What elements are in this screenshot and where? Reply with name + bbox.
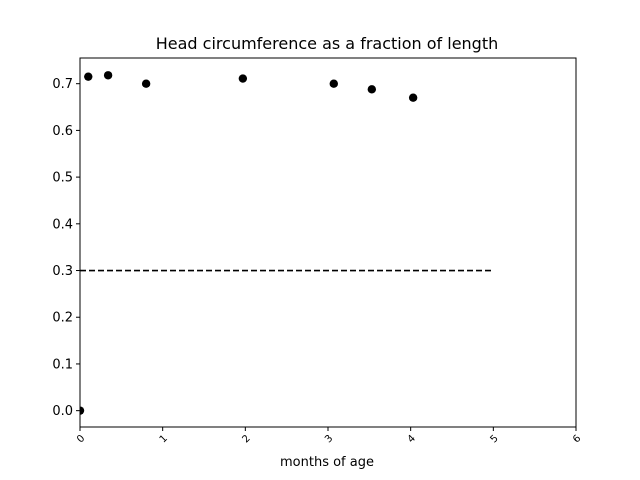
scatter-point — [329, 79, 338, 88]
x-tick-label: 0 — [75, 433, 87, 445]
scatter-point — [367, 85, 377, 94]
y-tick-label: 0.3 — [52, 264, 73, 279]
y-tick-label: 0.1 — [52, 357, 73, 372]
scatter-point — [80, 406, 85, 415]
x-axis-label: months of age — [280, 455, 374, 470]
x-tick-label: 3 — [323, 433, 335, 445]
scatter-point — [141, 79, 151, 88]
y-tick-label: 0.7 — [52, 77, 73, 92]
scatter-point — [238, 74, 248, 83]
x-tick-label: 6 — [571, 433, 583, 445]
x-tick-label: 2 — [240, 433, 252, 445]
y-tick-label: 0.6 — [52, 124, 73, 139]
y-tick-label: 0.2 — [52, 311, 73, 326]
scatter-point — [103, 71, 113, 80]
plot-area: 0.0 0.1 0.2 0.3 0.4 0.5 0.6 0.7 0 1 2 3 4 5 6 — [52, 57, 583, 445]
y-tick-label: 0.5 — [52, 171, 73, 186]
scatter-point — [84, 72, 93, 81]
scatter-point — [408, 93, 418, 102]
chart-title: Head circumference as a fraction of leng… — [156, 34, 499, 53]
x-tick-label: 4 — [406, 433, 418, 445]
x-tick-label: 5 — [488, 433, 500, 445]
y-tick-label: 0.0 — [52, 404, 73, 419]
y-tick-label: 0.4 — [52, 217, 73, 232]
plot-frame — [79, 57, 577, 428]
x-tick-label: 1 — [158, 433, 170, 445]
